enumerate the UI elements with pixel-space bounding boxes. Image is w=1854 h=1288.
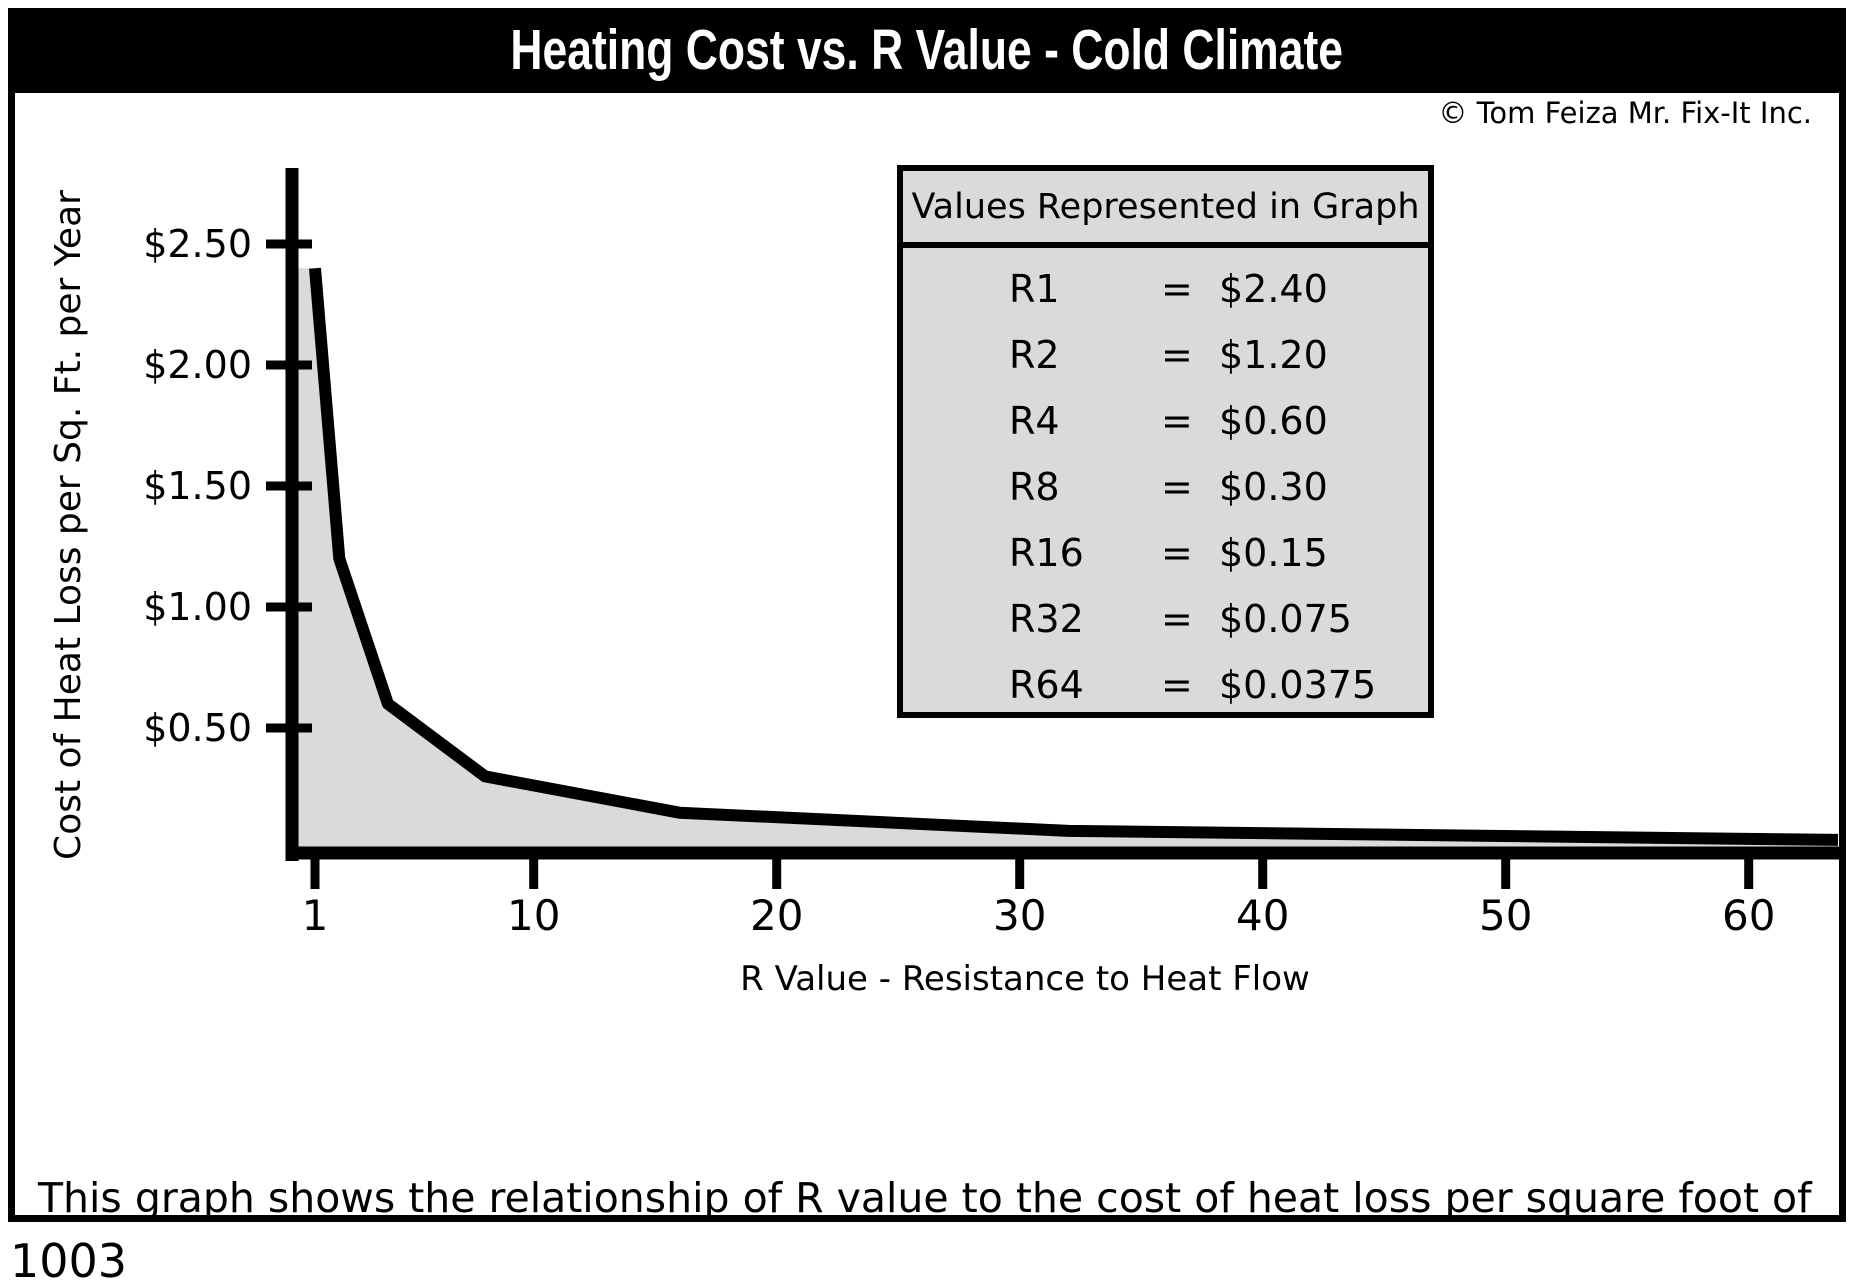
figure-caption: This graph shows the relationship of R v…	[38, 1058, 1838, 1288]
equals-sign: =	[1161, 531, 1193, 575]
legend-row-value: $0.0375	[1219, 663, 1377, 707]
legend-row: R4 = $0.60	[903, 388, 1428, 454]
legend-row-label: R8	[1009, 465, 1060, 509]
x-tick-label: 50	[1479, 891, 1532, 940]
legend-row-label: R1	[1009, 267, 1060, 311]
legend-row-value: $0.60	[1219, 399, 1328, 443]
legend-row-label: R64	[1009, 663, 1084, 707]
legend-row-value: $1.20	[1219, 333, 1328, 377]
figure-number: 1003	[10, 1234, 128, 1288]
y-tick-label: $0.50	[143, 706, 252, 750]
legend-row: R8 = $0.30	[903, 454, 1428, 520]
legend-row-label: R32	[1009, 597, 1084, 641]
x-tick-label: 30	[993, 891, 1046, 940]
page-title: Heating Cost vs. R Value - Cold Climate	[510, 18, 1344, 82]
y-tick-label: $1.50	[143, 464, 252, 508]
y-tick-label: $2.50	[143, 222, 252, 266]
area-fill	[298, 268, 1838, 859]
equals-sign: =	[1161, 465, 1193, 509]
legend-title: Values Represented in Graph	[903, 171, 1428, 248]
x-tick-label: 10	[507, 891, 560, 940]
legend-row-label: R16	[1009, 531, 1084, 575]
y-tick-label: $1.00	[143, 585, 252, 629]
legend-row-value: $2.40	[1219, 267, 1328, 311]
legend-row: R16 = $0.15	[903, 520, 1428, 586]
legend-row: R1 = $2.40	[903, 256, 1428, 322]
y-tick-label: $2.00	[143, 343, 252, 387]
legend-row-value: $0.075	[1219, 597, 1352, 641]
legend-row-value: $0.30	[1219, 465, 1328, 509]
legend-row: R2 = $1.20	[903, 322, 1428, 388]
title-bar: Heating Cost vs. R Value - Cold Climate	[8, 8, 1846, 93]
equals-sign: =	[1161, 267, 1193, 311]
equals-sign: =	[1161, 597, 1193, 641]
x-tick-label: 1	[302, 891, 329, 940]
cost-curve	[309, 267, 1839, 846]
copyright-text: © Tom Feiza Mr. Fix-It Inc.	[1438, 96, 1812, 130]
legend-row: R32 = $0.075	[903, 586, 1428, 652]
legend-row-label: R4	[1009, 399, 1060, 443]
y-axis-title: Cost of Heat Loss per Sq. Ft. per Year	[48, 190, 89, 860]
x-tick-label: 40	[1236, 891, 1289, 940]
legend-row: R64 = $0.0375	[903, 652, 1428, 718]
equals-sign: =	[1161, 663, 1193, 707]
legend-row-label: R2	[1009, 333, 1060, 377]
legend-row-value: $0.15	[1219, 531, 1328, 575]
x-tick-label: 20	[750, 891, 803, 940]
legend-box: Values Represented in Graph R1 = $2.40 R2 = $…	[897, 165, 1434, 718]
x-axis-title: R Value - Resistance to Heat Flow	[740, 959, 1310, 999]
equals-sign: =	[1161, 399, 1193, 443]
x-tick-label: 60	[1722, 891, 1775, 940]
legend-rows: R1 = $2.40 R2 = $1.20 R4 = $0.60 R8 = $0.30 R16 = $0.1…	[903, 248, 1428, 718]
caption-line-1: This graph shows the relationship of R v…	[38, 1174, 1812, 1222]
equals-sign: =	[1161, 333, 1193, 377]
